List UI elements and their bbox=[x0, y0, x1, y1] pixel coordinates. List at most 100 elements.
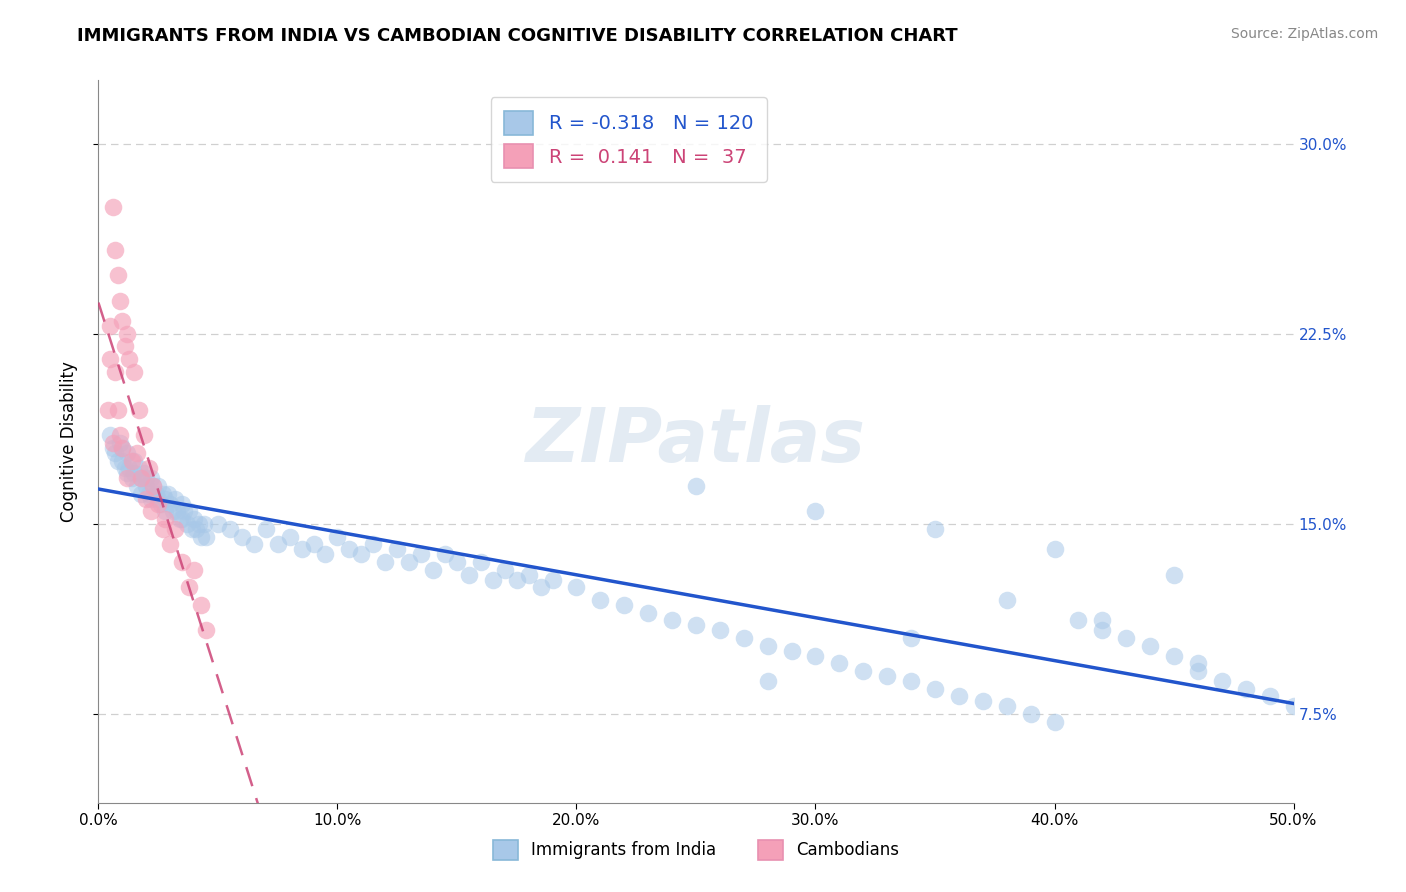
Point bbox=[172, 555, 194, 569]
Point bbox=[131, 471, 153, 485]
Point bbox=[132, 428, 155, 442]
Point bbox=[125, 479, 148, 493]
Point bbox=[131, 471, 153, 485]
Point bbox=[142, 479, 165, 493]
Point bbox=[107, 453, 129, 467]
Point bbox=[434, 547, 457, 561]
Point bbox=[115, 467, 138, 481]
Point bbox=[350, 547, 373, 561]
Point bbox=[995, 699, 1018, 714]
Point bbox=[780, 643, 803, 657]
Point bbox=[291, 542, 314, 557]
Point bbox=[733, 631, 755, 645]
Point bbox=[139, 471, 162, 485]
Text: ZIPatlas: ZIPatlas bbox=[526, 405, 866, 478]
Point bbox=[1043, 714, 1066, 729]
Point bbox=[972, 694, 994, 708]
Point bbox=[101, 200, 124, 214]
Point bbox=[176, 516, 198, 531]
Point bbox=[131, 486, 153, 500]
Point bbox=[193, 516, 215, 531]
Point bbox=[172, 497, 194, 511]
Point bbox=[124, 467, 146, 481]
Legend: Immigrants from India, Cambodians: Immigrants from India, Cambodians bbox=[486, 833, 905, 867]
Point bbox=[339, 542, 361, 557]
Point bbox=[124, 365, 146, 379]
Point bbox=[828, 657, 851, 671]
Point bbox=[159, 497, 181, 511]
Point bbox=[135, 471, 157, 485]
Point bbox=[1187, 664, 1209, 678]
Point bbox=[148, 479, 170, 493]
Point bbox=[183, 563, 205, 577]
Point bbox=[995, 593, 1018, 607]
Point bbox=[97, 402, 120, 417]
Point bbox=[804, 648, 827, 663]
Point bbox=[398, 555, 420, 569]
Point bbox=[172, 512, 194, 526]
Point bbox=[162, 504, 184, 518]
Point bbox=[135, 491, 157, 506]
Point bbox=[121, 471, 143, 485]
Point bbox=[243, 537, 266, 551]
Point bbox=[132, 467, 155, 481]
Point bbox=[804, 504, 827, 518]
Point bbox=[104, 446, 127, 460]
Point bbox=[108, 293, 131, 308]
Point bbox=[470, 555, 492, 569]
Point bbox=[111, 453, 134, 467]
Point bbox=[506, 573, 529, 587]
Point bbox=[589, 593, 612, 607]
Point bbox=[114, 461, 136, 475]
Point bbox=[98, 428, 122, 442]
Text: Source: ZipAtlas.com: Source: ZipAtlas.com bbox=[1230, 27, 1378, 41]
Point bbox=[541, 573, 564, 587]
Point bbox=[709, 624, 731, 638]
Point bbox=[1163, 648, 1185, 663]
Point bbox=[315, 547, 337, 561]
Point bbox=[163, 522, 186, 536]
Point bbox=[115, 326, 138, 341]
Point bbox=[231, 530, 253, 544]
Point bbox=[254, 522, 277, 536]
Point bbox=[115, 471, 138, 485]
Point bbox=[1091, 613, 1114, 627]
Point bbox=[1258, 690, 1281, 704]
Point bbox=[114, 339, 136, 353]
Point bbox=[1091, 624, 1114, 638]
Point bbox=[180, 522, 202, 536]
Point bbox=[139, 491, 162, 506]
Point bbox=[1163, 567, 1185, 582]
Point bbox=[852, 664, 875, 678]
Point bbox=[104, 365, 127, 379]
Point bbox=[98, 352, 122, 367]
Point bbox=[494, 563, 516, 577]
Point bbox=[166, 504, 188, 518]
Point bbox=[145, 486, 167, 500]
Text: IMMIGRANTS FROM INDIA VS CAMBODIAN COGNITIVE DISABILITY CORRELATION CHART: IMMIGRANTS FROM INDIA VS CAMBODIAN COGNI… bbox=[77, 27, 957, 45]
Point bbox=[481, 573, 505, 587]
Point bbox=[159, 537, 181, 551]
Point bbox=[152, 522, 174, 536]
Point bbox=[138, 486, 160, 500]
Point bbox=[169, 512, 191, 526]
Point bbox=[1043, 542, 1066, 557]
Point bbox=[121, 453, 143, 467]
Point bbox=[142, 479, 165, 493]
Point bbox=[900, 674, 922, 689]
Point bbox=[411, 547, 433, 561]
Point bbox=[195, 530, 218, 544]
Point bbox=[1019, 707, 1042, 722]
Point bbox=[124, 453, 146, 467]
Point bbox=[155, 491, 177, 506]
Point bbox=[108, 428, 131, 442]
Point bbox=[661, 613, 683, 627]
Point bbox=[108, 435, 131, 450]
Point bbox=[107, 402, 129, 417]
Point bbox=[156, 486, 179, 500]
Point bbox=[1187, 657, 1209, 671]
Point bbox=[517, 567, 540, 582]
Point bbox=[756, 639, 779, 653]
Point bbox=[363, 537, 385, 551]
Point bbox=[195, 624, 218, 638]
